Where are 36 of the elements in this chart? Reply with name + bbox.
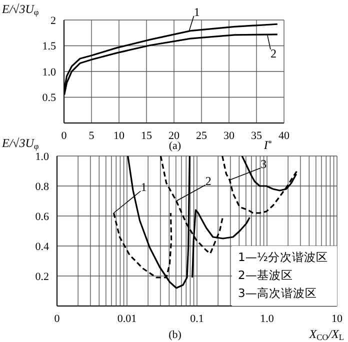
y-tick-label: 0.8 — [35, 180, 50, 193]
x-tick-label: 10 — [114, 130, 125, 142]
annotation: 1 — [194, 4, 200, 19]
x-axis-title: I$^{*}$ — [262, 138, 272, 152]
annotation: 2 — [270, 46, 276, 60]
annotation: 1—½分次谐波区 — [238, 250, 328, 264]
y-tick-label: 0.4 — [35, 240, 50, 253]
y-tick-label: 0.2 — [35, 270, 49, 283]
text: (b) — [168, 329, 182, 341]
annotation: 2 — [205, 174, 212, 188]
x-tick-label: 0 — [54, 312, 60, 325]
x-tick-label: 1.0 — [260, 312, 274, 325]
x-tick-label: 20 — [168, 130, 180, 142]
text: (a) — [168, 140, 182, 152]
x-tick-label: 40 — [278, 130, 290, 142]
y-tick-label: 1.0 — [35, 150, 50, 163]
x-tick-label: 0.1 — [190, 312, 204, 325]
y-tick-label: 0.6 — [35, 210, 50, 223]
x-tick-label: 30 — [224, 130, 235, 142]
x-axis-title: X$_{CO}$/X$_{L}$ — [308, 327, 344, 342]
x-tick-label: 5 — [88, 130, 95, 142]
x-tick-label: 15 — [141, 130, 152, 142]
y-tick-label: 1.0 — [42, 66, 56, 78]
x-tick-label: 0.01 — [117, 312, 137, 325]
y-tick-label: 1.5 — [42, 40, 56, 53]
x-tick-label: 25 — [196, 130, 208, 142]
x-tick-label: 35 — [251, 130, 262, 142]
annotation: 2—基波区 — [238, 268, 293, 282]
y-axis-title: E/√3U$_{φ}$ — [1, 136, 39, 151]
annotation: 3—高次谐波区 — [238, 286, 317, 300]
annotation: 1 — [140, 180, 147, 194]
x-tick-label: 0 — [61, 130, 68, 142]
y-tick-label: 2 — [50, 14, 56, 27]
y-axis-title: E/√3U$_{φ}$ — [1, 2, 39, 17]
x-tick-label: 10 — [332, 312, 343, 325]
y-tick-label: 0.5 — [42, 92, 56, 104]
